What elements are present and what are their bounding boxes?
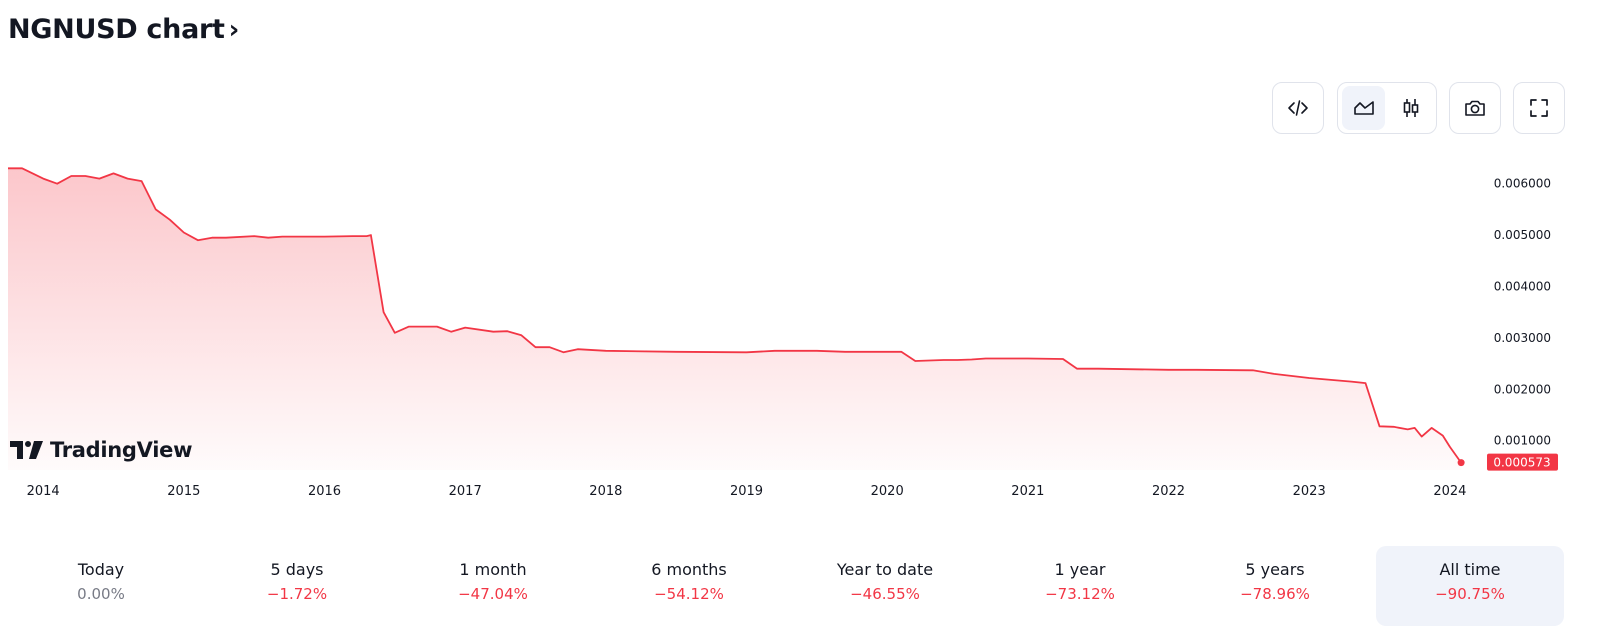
stat-value: −46.55% — [850, 585, 920, 603]
chart-title-text: NGNUSD chart — [8, 14, 225, 45]
snapshot-button[interactable] — [1449, 82, 1501, 134]
candlestick-icon — [1403, 99, 1418, 117]
x-tick-label: 2015 — [167, 484, 200, 499]
last-value-label: 0.000573 — [1493, 456, 1550, 470]
last-value-badge — [1487, 453, 1558, 471]
stat-year-to-date[interactable]: Year to date −46.55% — [791, 546, 979, 626]
stat-value: −73.12% — [1045, 585, 1115, 603]
stat-value: −78.96% — [1240, 585, 1310, 603]
performance-stats: Today 0.00% 5 days −1.72% 1 month −47.04% 6 mo… — [0, 534, 1600, 626]
x-tick-label: 2020 — [871, 484, 904, 499]
x-tick-label: 2018 — [589, 484, 622, 499]
area-chart-icon — [1353, 101, 1374, 115]
stat-5-years[interactable]: 5 years −78.96% — [1181, 546, 1369, 626]
stat-value: −1.72% — [266, 585, 328, 603]
page-title[interactable]: NGNUSD chart › — [8, 14, 239, 45]
area-chart-button[interactable] — [1342, 86, 1385, 130]
stat-5-days[interactable]: 5 days −1.72% — [203, 546, 391, 626]
stat-label: Year to date — [836, 560, 934, 579]
stat-value: 0.00% — [77, 585, 125, 603]
stat-value: −54.12% — [654, 585, 724, 603]
series-line-layer — [8, 167, 1462, 464]
camera-icon — [1465, 100, 1485, 116]
y-tick-label: 0.001000 — [1494, 434, 1551, 448]
chart-style-toggle — [1337, 82, 1437, 134]
stat-label: 5 years — [1245, 560, 1305, 579]
y-tick-label: 0.003000 — [1494, 331, 1551, 345]
y-tick-label: 0.005000 — [1494, 228, 1551, 242]
fullscreen-icon — [1530, 99, 1548, 117]
tradingview-logo-text: TradingView — [50, 438, 193, 462]
stat-label: All time — [1439, 560, 1501, 579]
stat-all-time[interactable]: All time −90.75% — [1376, 546, 1564, 626]
series-line — [8, 167, 1462, 464]
stat-today[interactable]: Today 0.00% — [7, 546, 195, 626]
stat-label: 6 months — [651, 560, 727, 579]
x-tick-label: 2024 — [1433, 484, 1466, 499]
x-tick-label: 2014 — [27, 484, 60, 499]
chevron-right-icon: › — [228, 14, 240, 45]
series-area — [8, 168, 1462, 471]
tradingview-logo-icon — [10, 441, 43, 459]
last-value-marker: 0.000573 — [1457, 453, 1558, 471]
tradingview-logo[interactable]: TradingView — [10, 438, 192, 462]
candlestick-chart-button[interactable] — [1389, 86, 1432, 130]
stat-6-months[interactable]: 6 months −54.12% — [595, 546, 783, 626]
x-tick-label: 2017 — [449, 484, 482, 499]
x-tick-label: 2022 — [1152, 484, 1185, 499]
x-tick-label: 2016 — [308, 484, 341, 499]
x-axis: 2014 2015 2016 2017 2018 2019 2020 2021 2022 2023… — [27, 484, 1467, 499]
code-embed-icon — [1288, 100, 1308, 116]
area-fill-layer — [8, 168, 1462, 471]
stat-value: −47.04% — [458, 585, 528, 603]
last-point — [1457, 459, 1465, 467]
x-tick-label: 2023 — [1293, 484, 1326, 499]
stat-label: 1 year — [1054, 560, 1106, 579]
stat-value: −90.75% — [1435, 585, 1505, 603]
chart-toolbar — [0, 82, 1600, 136]
stat-label: 1 month — [459, 560, 527, 579]
fullscreen-button[interactable] — [1513, 82, 1565, 134]
x-tick-label: 2021 — [1011, 484, 1044, 499]
y-tick-label: 0.002000 — [1494, 382, 1551, 396]
stat-1-year[interactable]: 1 year −73.12% — [986, 546, 1174, 626]
stat-1-month[interactable]: 1 month −47.04% — [399, 546, 587, 626]
x-tick-label: 2019 — [730, 484, 763, 499]
embed-button[interactable] — [1272, 82, 1324, 134]
y-tick-label: 0.004000 — [1494, 280, 1551, 294]
y-axis: 0.006000 0.005000 0.004000 0.003000 0.002000… — [1494, 177, 1551, 448]
y-tick-label: 0.006000 — [1494, 177, 1551, 191]
price-chart[interactable]: 0.006000 0.005000 0.004000 0.003000 0.002000… — [0, 150, 1600, 510]
stat-label: Today — [77, 560, 125, 579]
stat-label: 5 days — [270, 560, 324, 579]
